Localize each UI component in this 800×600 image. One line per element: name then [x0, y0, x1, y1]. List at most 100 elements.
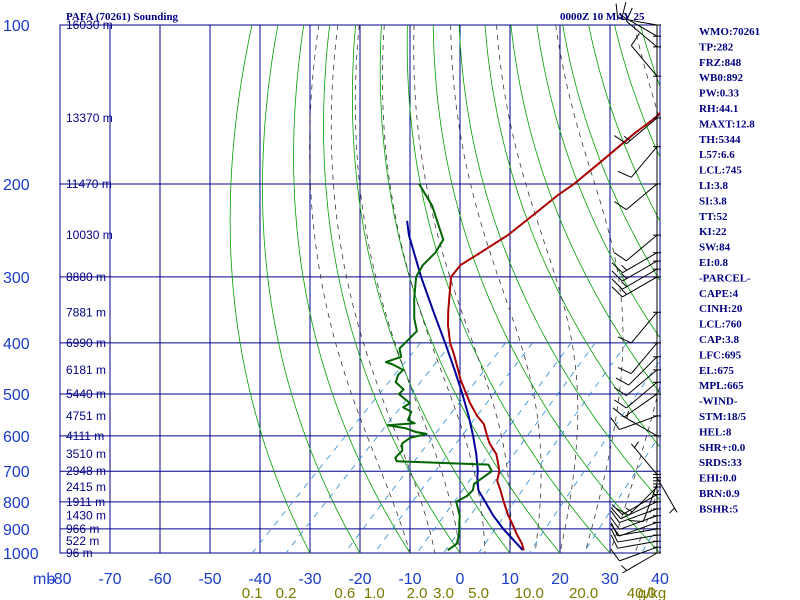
wind-barb: [615, 356, 661, 386]
sounding-index: EL:675: [699, 365, 734, 377]
moist-adiabat-line: [496, 25, 579, 553]
wind-barb-shaft: [628, 486, 658, 516]
sounding-index: MAXT:12.8: [699, 118, 755, 130]
wind-barb: [653, 477, 678, 514]
wind-barb-shaft: [619, 546, 658, 562]
height-label: 6181 m: [66, 363, 106, 377]
wind-barb-flag: [617, 367, 632, 374]
sounding-index: RH:44.1: [699, 103, 738, 115]
wind-barb-flag: [614, 252, 627, 262]
sounding-profiles: [384, 111, 660, 552]
wind-barb: [621, 552, 661, 574]
height-label: 1911 m: [66, 495, 105, 509]
wind-barb: [611, 260, 661, 282]
station-title: PAFA (70261) Sounding: [66, 11, 179, 23]
mixing-ratio-tick-label: 40.0: [627, 585, 656, 600]
height-label: 96 m: [66, 546, 93, 560]
wind-barbs: [610, 1, 678, 574]
wind-barb: [615, 3, 661, 26]
wind-barb-half-flag: [621, 264, 628, 271]
wind-barb-flag: [615, 3, 619, 19]
wind-barb-shaft: [617, 17, 658, 26]
wind-barb-shaft: [626, 369, 658, 396]
wind-barb-shaft: [628, 356, 658, 386]
moist-adiabat-line: [450, 25, 542, 553]
wind-barb-flag: [610, 534, 619, 549]
wind-barb-half-flag: [669, 507, 675, 514]
pressure-tick-label: 1000: [3, 546, 39, 563]
sounding-index: STM:18/5: [699, 411, 747, 423]
dry-adiabat-line: [323, 25, 461, 553]
wind-barb: [611, 252, 661, 274]
wind-barb-shaft: [630, 443, 658, 475]
moist-adiabat-line: [309, 25, 411, 553]
dry-adiabat-line: [379, 25, 561, 553]
pressure-temperature-grid: [59, 24, 661, 554]
dry-adiabat-line: [458, 25, 660, 501]
sounding-index: LFC:695: [699, 349, 742, 361]
wind-barb-shaft: [630, 311, 658, 344]
sounding-index: TH:5344: [699, 134, 741, 146]
moist-adiabat-line: [609, 25, 660, 553]
pressure-tick-label: 500: [3, 387, 30, 404]
mixing-ratio-line: [443, 342, 596, 553]
temperature-tick-label: -20: [348, 571, 371, 588]
dewpoint-profile-line: [384, 183, 493, 552]
temperature-tick-label: 20: [551, 571, 569, 588]
temperature-tick-label: -60: [148, 571, 171, 588]
sounding-index: SI:3.8: [699, 195, 727, 207]
mixing-ratio-line: [416, 342, 572, 553]
height-label: 13370 m: [66, 111, 113, 125]
wind-barb-flag: [610, 507, 622, 520]
wind-barb-flag: [614, 399, 627, 409]
wind-barb: [614, 381, 661, 409]
mixing-ratio-line: [285, 342, 453, 553]
pressure-tick-label: 200: [3, 177, 30, 194]
wind-barb-flag: [611, 262, 623, 274]
sounding-index: BSHR:5: [699, 503, 739, 515]
wind-barb-half-flag: [621, 273, 628, 279]
temperature-tick-label: -10: [398, 571, 421, 588]
temperature-tick-label: -50: [198, 571, 221, 588]
dry-adiabats: [229, 25, 660, 553]
wind-barb-flag: [614, 201, 627, 211]
pressure-tick-label: 700: [3, 464, 30, 481]
wind-barb-half-flag: [621, 288, 628, 295]
parcel-trace-line: [406, 220, 524, 551]
mixing-ratio-tick-label: 0.6: [334, 585, 355, 600]
wind-barb-shaft: [630, 342, 658, 374]
dry-adiabat-line: [293, 25, 411, 553]
dry-adiabat-line: [536, 25, 660, 339]
wind-barb-flag: [611, 278, 623, 290]
dry-adiabat-line: [510, 25, 660, 394]
mixing-ratio-unit-label: g/kg: [638, 585, 666, 600]
temperature-tick-label: -80: [48, 571, 71, 588]
wind-barb-flag: [612, 407, 625, 418]
sounding-index: SHR+:0.0: [699, 442, 746, 454]
sounding-index: WMO:70261: [699, 26, 760, 38]
dry-adiabat-line: [484, 25, 660, 448]
wind-barb-shaft: [619, 415, 658, 431]
wind-barb-shaft: [622, 268, 658, 290]
wind-barb-flag: [615, 377, 629, 386]
wind-barb-flag: [617, 170, 632, 178]
moist-adiabat-line: [555, 25, 624, 553]
wind-barb-shaft: [619, 521, 658, 537]
wind-barb-shaft: [626, 117, 658, 145]
sounding-index: TT:52: [699, 211, 728, 223]
temperature-tick-label: 30: [601, 571, 619, 588]
wind-barb: [617, 311, 661, 344]
moist-adiabat-line: [382, 25, 486, 553]
moist-adiabats: [309, 25, 660, 553]
sounding-index: EHI:0.0: [699, 473, 737, 485]
pressure-tick-label: 100: [3, 18, 30, 35]
mixing-ratio-tick-label: 1.0: [364, 585, 385, 600]
wind-barb: [615, 486, 661, 516]
sounding-datetime: 0000Z 10 MAY 25: [560, 11, 645, 23]
wind-barb: [614, 117, 661, 145]
wind-barb: [610, 534, 661, 549]
dry-adiabat-line: [352, 25, 511, 553]
height-label: 11470 m: [66, 177, 112, 191]
mixing-ratio-line: [374, 342, 533, 553]
height-label: 5440 m: [66, 387, 106, 401]
